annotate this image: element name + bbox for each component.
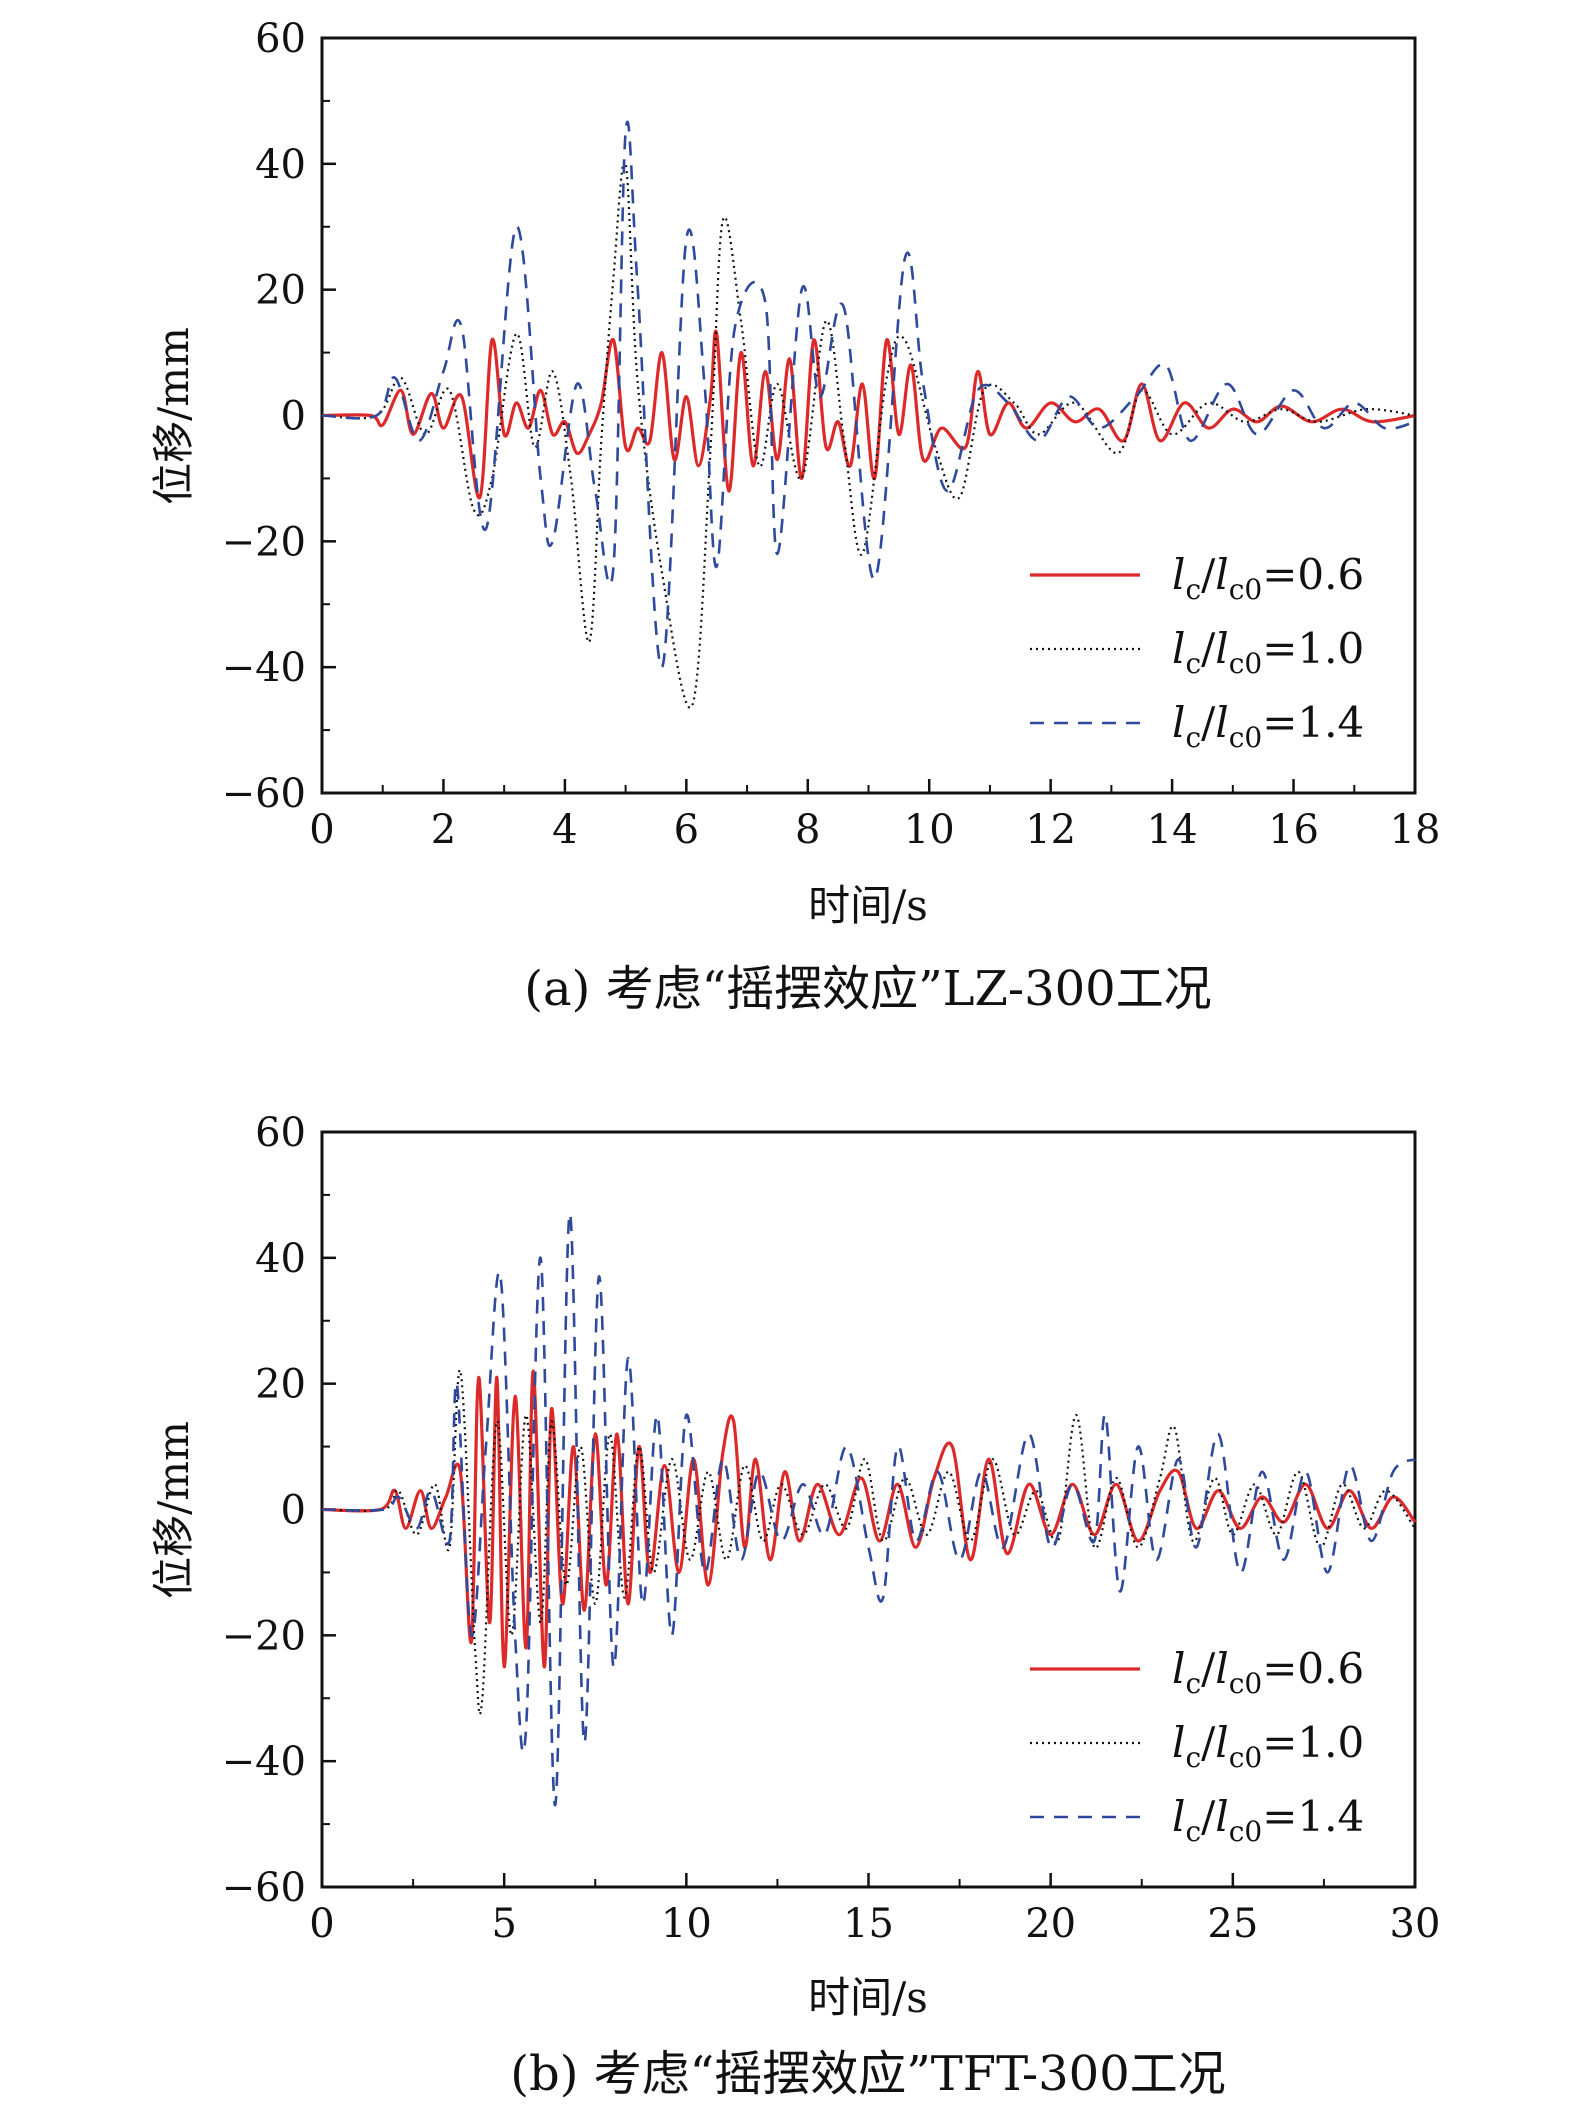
- x-tick-label: 18: [1390, 807, 1441, 853]
- y-tick-label: −20: [222, 1613, 306, 1659]
- x-tick-label: 0: [309, 807, 334, 853]
- series-line-dotted: [321, 160, 1416, 709]
- y-tick-label: −60: [222, 771, 306, 817]
- legend-label: lc/lc0=0.6: [1172, 550, 1364, 606]
- x-tick-label: 10: [661, 1901, 712, 1947]
- caption: (a) 考虑“摇摆效应”LZ-300工况: [524, 961, 1211, 1017]
- x-axis-label: 时间/s: [808, 1973, 928, 2022]
- legend-label: lc/lc0=1.0: [1172, 1718, 1364, 1774]
- y-tick-label: −60: [222, 1865, 306, 1911]
- x-tick-label: 10: [904, 807, 955, 853]
- x-tick-label: 6: [674, 807, 699, 853]
- y-tick-label: 0: [281, 1488, 306, 1534]
- y-tick-label: 20: [255, 268, 306, 314]
- series-line-dashed: [321, 120, 1416, 669]
- y-tick-label: 40: [255, 1236, 306, 1282]
- legend-label: lc/lc0=1.0: [1172, 624, 1364, 680]
- x-tick-label: 15: [843, 1901, 894, 1947]
- y-tick-label: 60: [255, 1110, 306, 1156]
- x-tick-label: 8: [795, 807, 820, 853]
- x-tick-label: 0: [309, 1901, 334, 1947]
- x-tick-label: 25: [1207, 1901, 1258, 1947]
- y-tick-label: −20: [222, 519, 306, 565]
- legend-label: lc/lc0=1.4: [1172, 698, 1364, 754]
- chart-panel-a: 0 2 4 6 8 10 12 14 16 18 60 40 20 0 −20 −40 −60 时间/s 位移/…: [149, 16, 1440, 1017]
- x-axis-label: 时间/s: [808, 881, 928, 930]
- legend-label: lc/lc0=0.6: [1172, 1644, 1364, 1700]
- y-tick-label: 0: [281, 394, 306, 440]
- series-line-solid: [321, 329, 1416, 500]
- x-tick-label: 16: [1268, 807, 1319, 853]
- y-tick-label: −40: [222, 1739, 306, 1785]
- x-tick-label: 4: [552, 807, 577, 853]
- x-tick-label: 5: [491, 1901, 516, 1947]
- caption: (b) 考虑“摇摆效应”TFT-300工况: [510, 2046, 1226, 2102]
- x-tick-label: 14: [1147, 807, 1198, 853]
- y-axis-label: 位移/mm: [149, 1421, 198, 1599]
- x-tick-label: 12: [1025, 807, 1076, 853]
- y-tick-label: 20: [255, 1362, 306, 1408]
- y-tick-label: 60: [255, 16, 306, 62]
- legend-label: lc/lc0=1.4: [1172, 1792, 1364, 1848]
- x-tick-label: 2: [431, 807, 456, 853]
- y-tick-label: 40: [255, 142, 306, 188]
- x-tick-label: 20: [1025, 1901, 1076, 1947]
- x-tick-label: 30: [1390, 1901, 1441, 1947]
- y-axis-label: 位移/mm: [149, 327, 198, 505]
- y-tick-label: −40: [222, 645, 306, 691]
